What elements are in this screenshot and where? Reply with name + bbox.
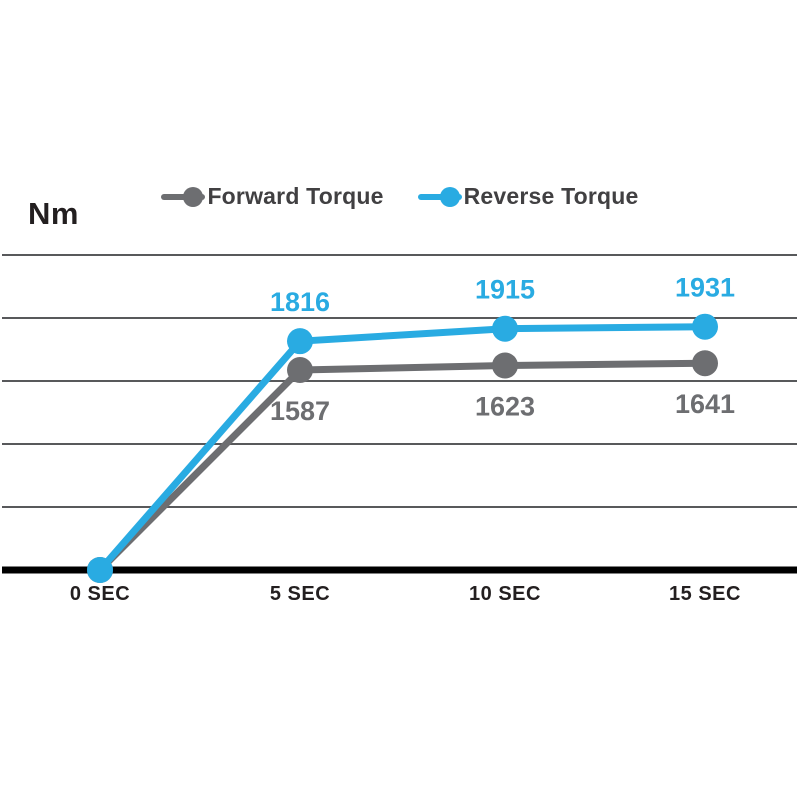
legend-label-reverse-torque: Reverse Torque bbox=[463, 183, 639, 209]
series-line-forward-torque bbox=[96, 359, 709, 574]
data-label-forward-torque: 1641 bbox=[675, 389, 735, 419]
data-label-reverse-torque: 1931 bbox=[675, 273, 735, 303]
legend-item-reverse-torque: Reverse Torque bbox=[417, 183, 639, 210]
data-label-reverse-torque: 1915 bbox=[475, 275, 535, 305]
series-line-reverse-torque bbox=[96, 323, 709, 574]
data-point-reverse-torque bbox=[692, 313, 718, 340]
x-tick-label: 10 SEC bbox=[469, 583, 541, 605]
data-label-forward-torque: 1587 bbox=[270, 396, 330, 426]
x-tick-label: 0 SEC bbox=[70, 583, 130, 605]
data-point-reverse-torque bbox=[492, 315, 518, 342]
data-label-reverse-torque: 1816 bbox=[270, 287, 330, 317]
data-point-forward-torque bbox=[287, 357, 313, 384]
data-point-forward-torque bbox=[692, 350, 718, 377]
data-point-reverse-torque bbox=[87, 557, 113, 583]
chart-legend: Forward Torque Reverse Torque bbox=[0, 183, 800, 210]
x-tick-label: 15 SEC bbox=[669, 583, 741, 605]
data-point-reverse-torque bbox=[287, 328, 313, 355]
y-axis-unit-label: Nm bbox=[28, 196, 79, 231]
legend-item-forward-torque: Forward Torque bbox=[161, 183, 383, 210]
forward-torque-line-dot-icon bbox=[161, 186, 206, 207]
reverse-torque-line-dot-icon bbox=[417, 186, 462, 207]
data-label-forward-torque: 1623 bbox=[475, 392, 535, 422]
x-tick-label: 5 SEC bbox=[270, 583, 330, 605]
data-point-forward-torque bbox=[492, 352, 518, 379]
legend-label-forward-torque: Forward Torque bbox=[207, 183, 384, 209]
